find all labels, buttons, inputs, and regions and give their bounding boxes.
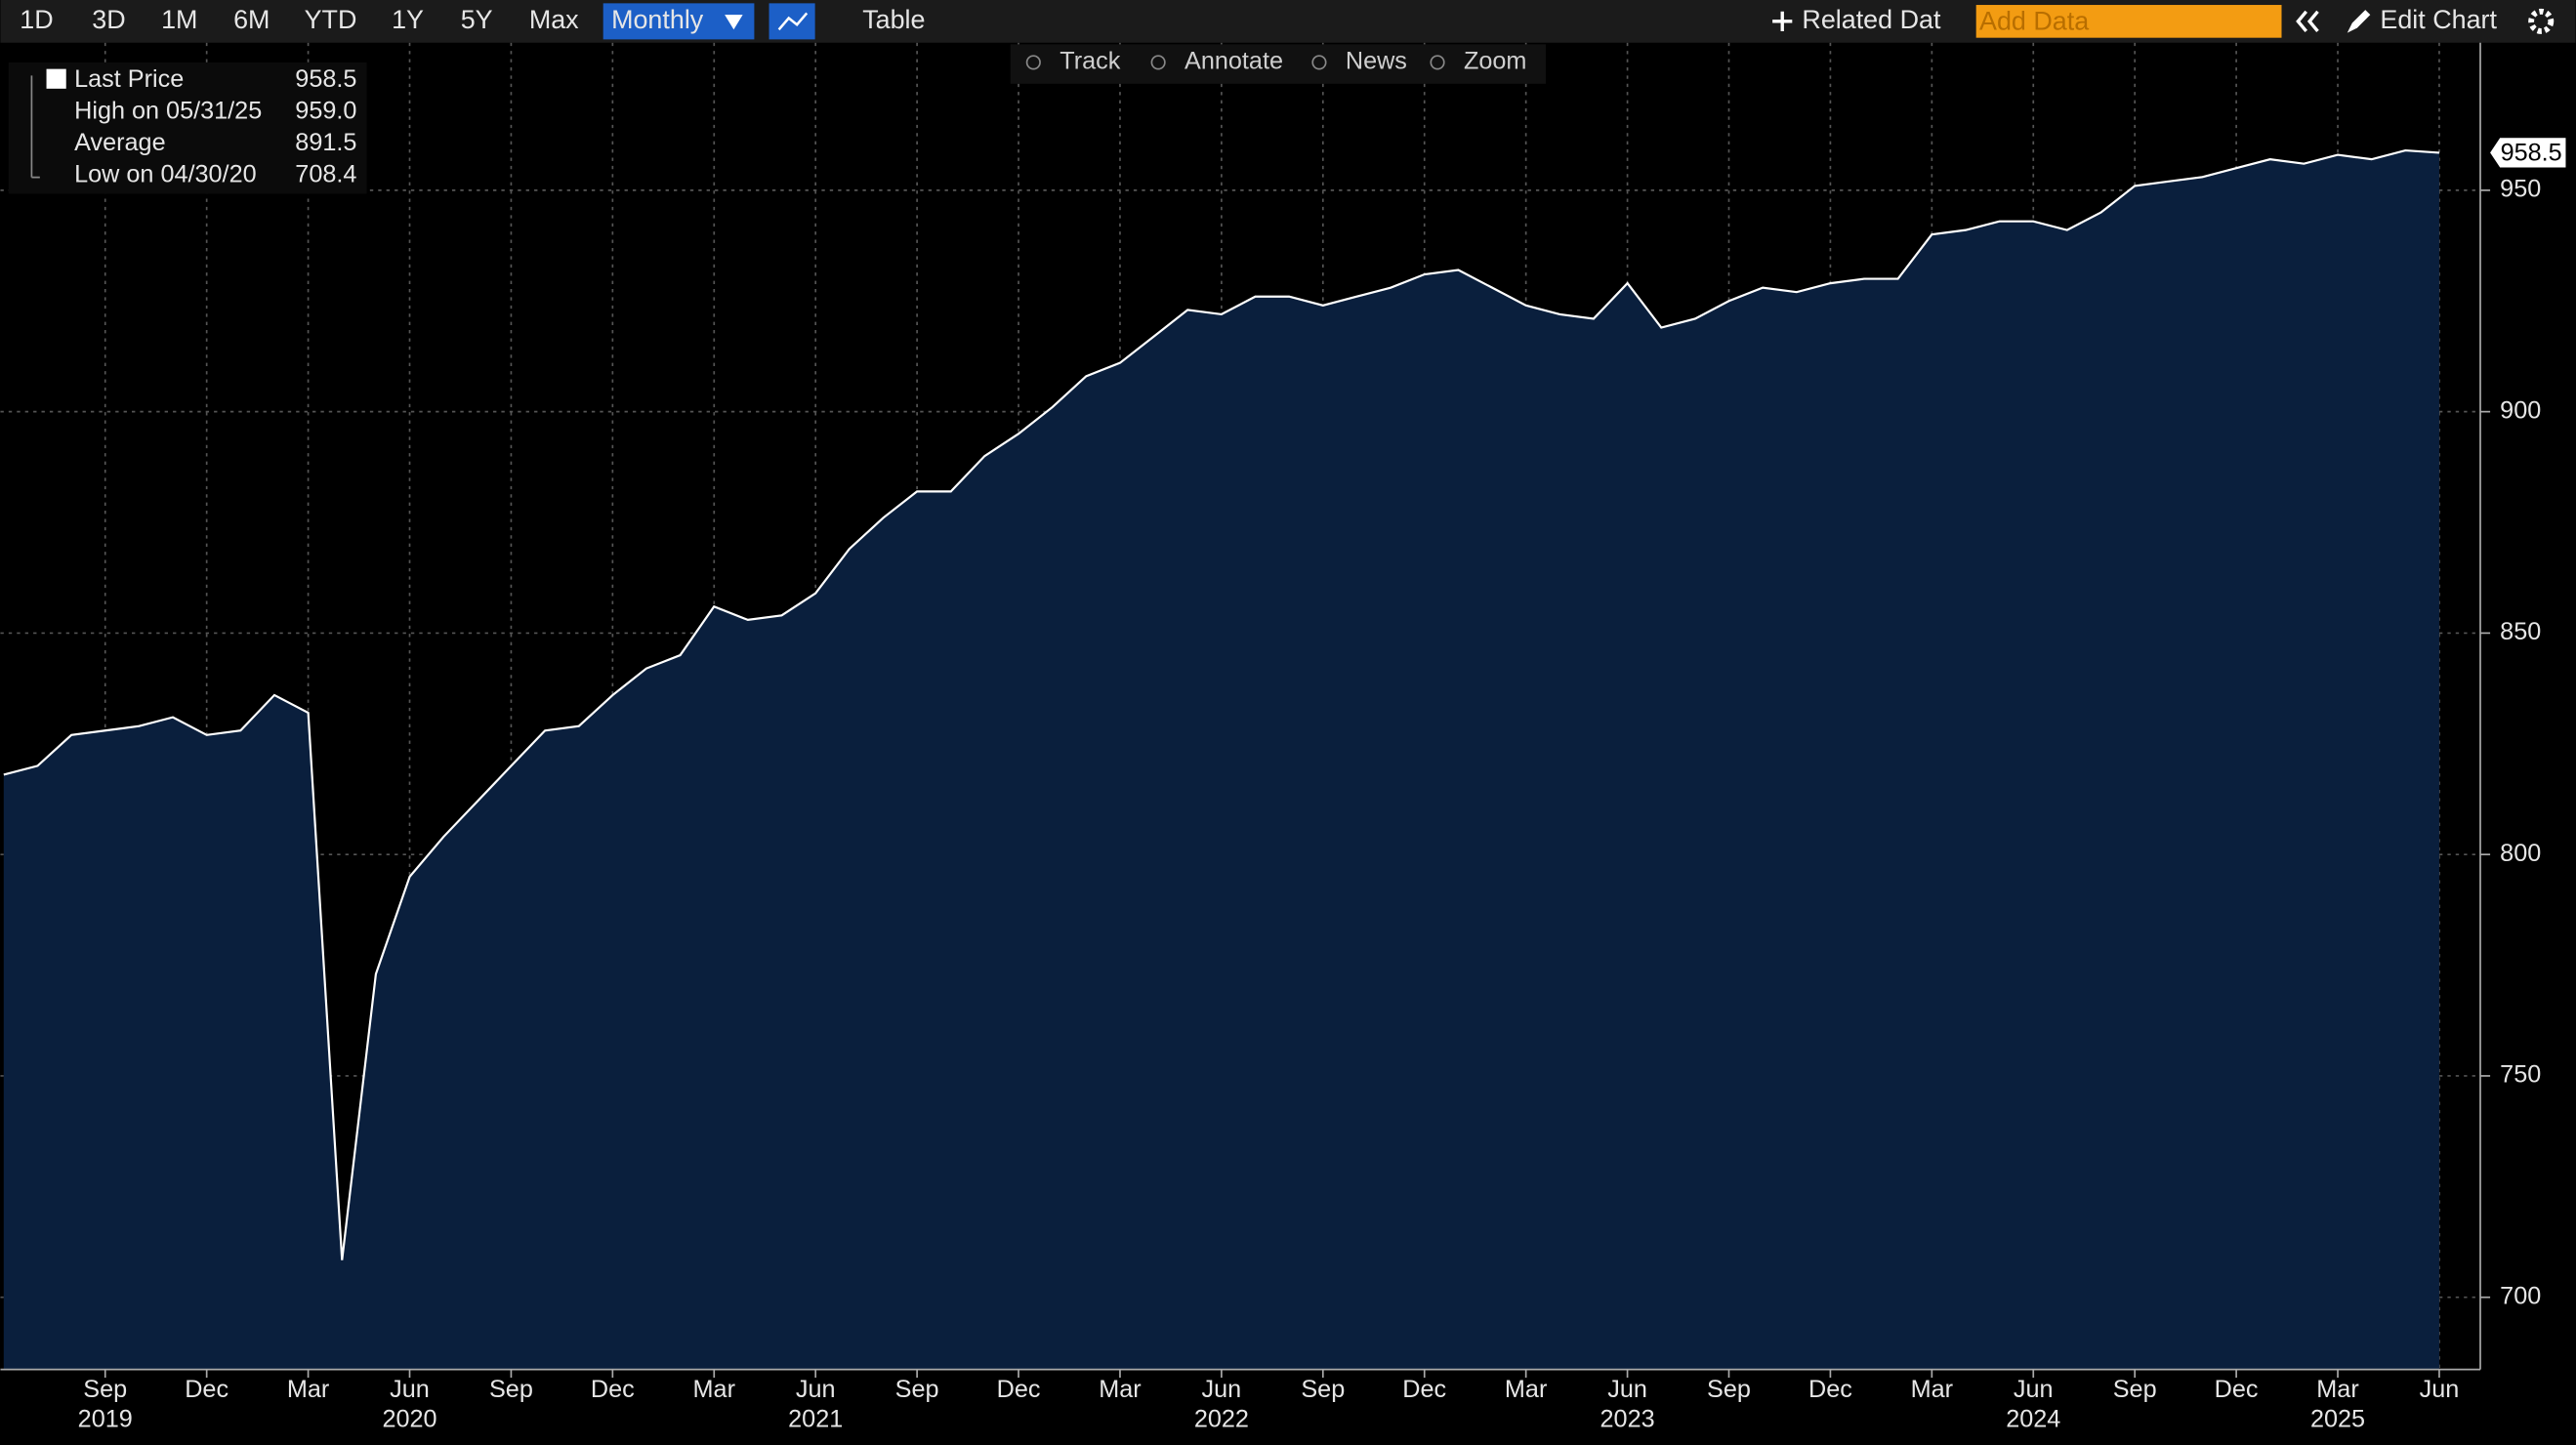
legend-swatch xyxy=(46,68,66,89)
x-tick-label: Sep xyxy=(1301,1376,1345,1403)
year-label: 2021 xyxy=(788,1405,843,1432)
period-button[interactable]: 1Y xyxy=(392,5,424,34)
tool-icon xyxy=(1025,55,1041,70)
legend-box xyxy=(8,62,367,194)
y-tick-label: 900 xyxy=(2500,396,2541,424)
plot xyxy=(0,42,2480,1370)
x-tick-label: Jun xyxy=(2014,1376,2054,1403)
year-label: 2020 xyxy=(382,1405,436,1432)
settings-icon[interactable] xyxy=(2528,8,2555,34)
y-tick-label: 800 xyxy=(2500,840,2541,867)
last-price-tag xyxy=(2490,138,2566,168)
area xyxy=(3,150,2439,1370)
x-tick-label: Dec xyxy=(1402,1376,1446,1403)
period-button[interactable]: Max xyxy=(529,5,579,34)
dropdown-arrow xyxy=(725,15,743,30)
legend-tree xyxy=(30,75,40,179)
x-tick-label: Sep xyxy=(895,1376,939,1403)
legend-value: 959.0 xyxy=(295,98,356,125)
x-tick-label: Dec xyxy=(591,1376,635,1403)
legend-label: Low on 04/30/20 xyxy=(74,160,257,187)
tool-icon xyxy=(1311,55,1327,70)
x-tick-label: Mar xyxy=(2316,1376,2358,1403)
period-button[interactable]: 6M xyxy=(233,5,270,34)
last-price-tag-label: 958.5 xyxy=(2501,140,2562,167)
y-tick-label: 750 xyxy=(2500,1061,2541,1089)
period-button[interactable]: 5Y xyxy=(461,5,493,34)
x-tick-label: Mar xyxy=(1505,1376,1547,1403)
legend-label: Last Price xyxy=(74,65,184,93)
y-tick-label: 850 xyxy=(2500,618,2541,645)
tool-button[interactable]: Track xyxy=(1059,48,1121,75)
table-button[interactable]: Table xyxy=(862,5,925,34)
period-button[interactable]: 1M xyxy=(161,5,197,34)
legend-label: High on 05/31/25 xyxy=(74,98,262,125)
tool-button[interactable]: Annotate xyxy=(1184,48,1283,75)
chart-icon xyxy=(777,12,809,31)
period-button[interactable]: YTD xyxy=(305,5,357,34)
pencil-icon xyxy=(2347,10,2371,33)
legend-value: 958.5 xyxy=(295,65,356,93)
legend-value: 891.5 xyxy=(295,129,356,156)
x-tick-label: Jun xyxy=(2420,1376,2460,1403)
line xyxy=(3,148,2440,1260)
x-tick-label: Mar xyxy=(693,1376,735,1403)
x-tick-label: Jun xyxy=(1607,1376,1647,1403)
x-tick-label: Mar xyxy=(1099,1376,1141,1403)
add-data-input[interactable] xyxy=(1975,5,2282,38)
x-tick-label: Jun xyxy=(1202,1376,1242,1403)
y-tick-label: 950 xyxy=(2500,176,2541,203)
x-tick-label: Jun xyxy=(796,1376,836,1403)
x-tick-label: Sep xyxy=(1707,1376,1751,1403)
tool-button[interactable]: Zoom xyxy=(1464,48,1526,75)
period-button[interactable]: 1D xyxy=(20,5,53,34)
y-tick-label: 700 xyxy=(2500,1282,2541,1309)
x-tick-label: Sep xyxy=(489,1376,533,1403)
x-tick-label: Sep xyxy=(2113,1376,2157,1403)
x-tick-label: Mar xyxy=(1911,1376,1953,1403)
year-label: 2025 xyxy=(2310,1405,2365,1432)
tool-icon xyxy=(1150,55,1166,70)
tool-icon xyxy=(1430,55,1445,70)
edit-chart-button[interactable]: Edit Chart xyxy=(2380,5,2497,34)
period-button[interactable]: 3D xyxy=(92,5,125,34)
collapse-icon[interactable] xyxy=(2296,10,2319,33)
year-label: 2022 xyxy=(1194,1405,1249,1432)
year-label: 2019 xyxy=(78,1405,133,1432)
x-tick-label: Dec xyxy=(2215,1376,2259,1403)
x-tick-label: Dec xyxy=(185,1376,229,1403)
year-label: 2024 xyxy=(2006,1405,2060,1432)
add-data-placeholder[interactable]: Add Data xyxy=(1979,7,2089,36)
plus-icon xyxy=(1772,11,1793,31)
x-tick-label: Jun xyxy=(390,1376,430,1403)
legend-label: Average xyxy=(74,129,165,156)
x-tick-label: Sep xyxy=(83,1376,127,1403)
x-tick-label: Dec xyxy=(1808,1376,1852,1403)
x-tick-label: Mar xyxy=(287,1376,329,1403)
tool-bar xyxy=(1010,44,1547,84)
year-label: 2023 xyxy=(1600,1405,1655,1432)
frequency-label[interactable]: Monthly xyxy=(611,5,704,34)
related-data-button[interactable]: Related Dat xyxy=(1802,5,1941,34)
tool-button[interactable]: News xyxy=(1346,48,1407,75)
x-tick-label: Dec xyxy=(997,1376,1041,1403)
legend-value: 708.4 xyxy=(295,160,356,187)
